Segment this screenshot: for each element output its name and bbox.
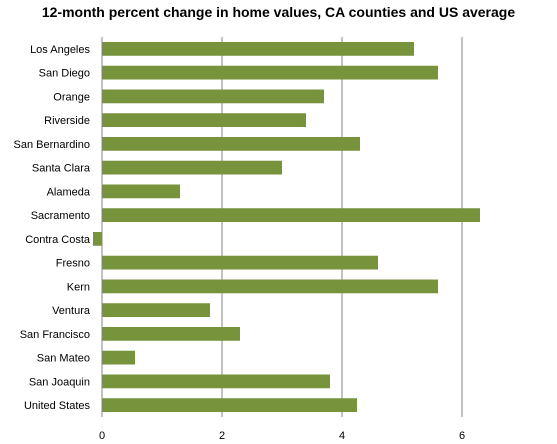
category-labels: Los Angeles San Diego Orange Riverside San B… <box>14 44 91 412</box>
tick-labels: 0 2 4 6 <box>99 430 465 442</box>
bar-ventura <box>102 303 210 318</box>
category-label: Orange <box>53 91 90 103</box>
category-label: San Diego <box>39 68 90 80</box>
category-label: San Mateo <box>37 353 90 365</box>
x-tick-label: 0 <box>99 430 105 442</box>
category-label: Ventura <box>52 305 91 317</box>
bar-united-states <box>102 398 357 413</box>
bar-kern <box>102 279 438 294</box>
bar-san-francisco <box>102 326 240 341</box>
category-label: United States <box>24 400 91 412</box>
x-tick-label: 6 <box>459 430 465 442</box>
bar-sacramento <box>102 208 480 223</box>
category-label: Contra Costa <box>25 234 91 246</box>
bar-san-diego <box>102 65 438 80</box>
bar-riverside <box>102 113 306 128</box>
bar-san-bernardino <box>102 136 360 151</box>
bar-contra-costa <box>93 231 102 246</box>
category-label: Riverside <box>44 115 90 127</box>
category-label: Santa Clara <box>32 163 91 175</box>
category-label: Fresno <box>56 258 90 270</box>
bar-orange <box>102 89 324 104</box>
category-label: Alameda <box>47 186 91 198</box>
bars <box>93 41 480 413</box>
bar-san-mateo <box>102 350 135 365</box>
bar-fresno <box>102 255 378 270</box>
category-label: Kern <box>67 281 90 293</box>
category-label: San Francisco <box>20 329 90 341</box>
bar-santa-clara <box>102 160 282 175</box>
category-label: Sacramento <box>31 210 90 222</box>
bar-san-joaquin <box>102 374 330 389</box>
chart-title: 12-month percent change in home values, … <box>41 4 516 20</box>
category-label: San Joaquin <box>29 376 90 388</box>
category-label: San Bernardino <box>14 139 90 151</box>
x-tick-label: 2 <box>219 430 225 442</box>
x-tick-label: 4 <box>339 430 345 442</box>
bar-alameda <box>102 184 180 199</box>
bar-los-angeles <box>102 41 414 56</box>
category-label: Los Angeles <box>30 44 90 56</box>
